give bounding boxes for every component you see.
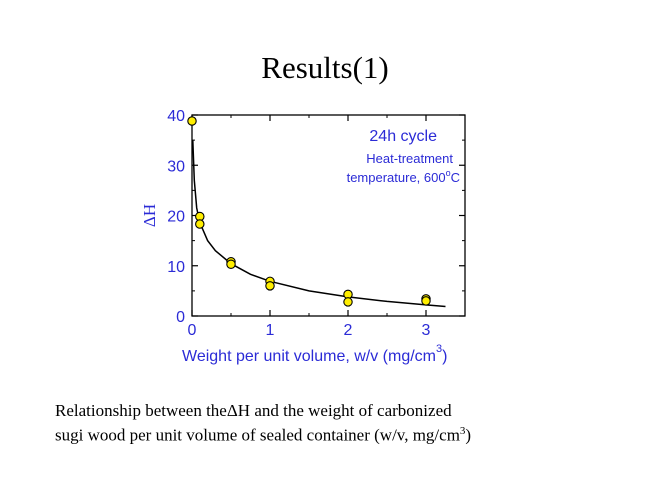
caption-delta: ΔH [226,401,251,420]
caption: Relationship between theΔH and the weigh… [55,400,635,446]
data-point [265,281,275,291]
x-tick-label: 2 [344,322,353,339]
caption-sup: 3 [459,425,466,437]
caption-line-2: sugi wood per unit volume of sealed cont… [55,421,635,446]
x-tick-label: 1 [266,322,275,339]
data-point [421,296,431,306]
caption-line2-pre: sugi wood per unit volume of sealed cont… [55,425,460,445]
x-tick-label: 0 [188,322,197,339]
caption-line1-post: and the weight of carbonized [250,401,452,420]
annotation-cycle: 24h cycle [369,128,437,145]
caption-line-1: Relationship between theΔH and the weigh… [55,400,635,421]
data-point [226,259,236,269]
data-point [343,297,353,307]
caption-line2-post: ) [465,425,472,445]
y-tick-label: 10 [167,259,185,276]
caption-line1-pre: Relationship between the [55,401,227,420]
y-tick-label: 0 [176,309,185,326]
x-tick-label: 3 [422,322,431,339]
y-tick-label: 40 [167,108,185,125]
y-tick-label: 20 [167,209,185,226]
chart: 0 10 20 30 40 0 1 2 3 Weight per unit volume, w/v… [140,108,466,365]
fit-curve [192,140,446,308]
data-point [195,219,205,229]
x-axis-label: Weight per unit volume, w/v (mg/cm3) [182,343,447,365]
slide-title: Results(1) [261,50,389,85]
plot-frame [191,114,466,317]
data-point [187,116,197,126]
annotation-heat: Heat-treatment [366,151,453,166]
annotation-temp: temperature, 600oC [347,168,460,185]
y-tick-label: 30 [167,158,185,175]
y-axis-label: ΔH [140,204,159,227]
